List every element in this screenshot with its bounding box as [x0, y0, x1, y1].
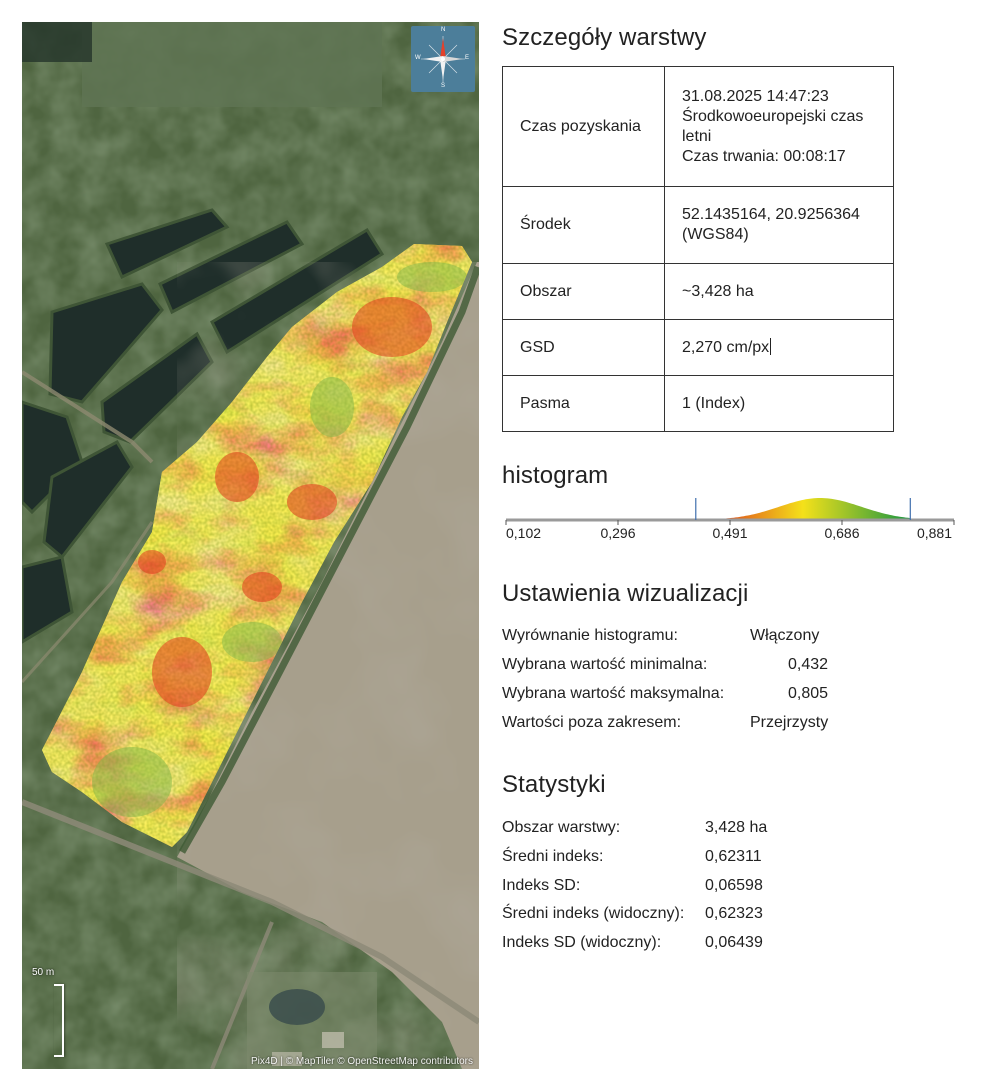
center-value: 52.1435164, 20.9256364 (WGS84) — [664, 186, 894, 264]
histogram-tick-label: 0,881 — [917, 525, 952, 541]
scale-label: 50 m — [32, 967, 55, 978]
index-sd-visible-label: Indeks SD (widoczny): — [502, 934, 662, 951]
histogram-layer: 0,102 0,296 0,491 0,686 0,881 — [505, 498, 955, 541]
histogram-title: histogram — [502, 462, 609, 489]
gsd-value-text: 2,270 cm/px — [682, 338, 770, 356]
text-cursor — [770, 337, 772, 355]
mean-index-visible-value: 0,62323 — [705, 905, 763, 922]
selected-max-label: Wybrana wartość maksymalna: — [502, 685, 725, 702]
index-sd-value: 0,06598 — [705, 877, 763, 894]
histogram-chart[interactable]: 0,102 0,296 0,491 0,686 0,881 — [504, 494, 956, 541]
selected-min-label: Wybrana wartość minimalna: — [502, 656, 708, 673]
histogram-distribution — [695, 498, 911, 520]
map-view[interactable]: N E S W 50 m Pix4D | © MapTiler © OpenSt… — [22, 22, 479, 1069]
acquisition-timezone: Środkowoeuropejski czas — [682, 107, 864, 125]
layer-details-title: Szczegóły warstwy — [502, 24, 707, 51]
map-credits[interactable]: Pix4D | © MapTiler © OpenStreetMap contr… — [250, 1056, 473, 1067]
table-row: GSD 2,270 cm/px — [502, 319, 894, 376]
center-datum: (WGS84) — [682, 226, 749, 243]
statistics-title: Statystyki — [502, 771, 606, 798]
layer-area-label: Obszar warstwy: — [502, 819, 621, 836]
layer-details-table: Czas pozyskania 31.08.2025 14:47:23 Środ… — [502, 66, 894, 432]
area-label: Obszar — [502, 263, 665, 320]
selected-max-value: 0,805 — [788, 685, 829, 702]
out-of-range-label: Wartości poza zakresem: — [502, 714, 682, 731]
mean-index-value: 0,62311 — [705, 848, 762, 865]
acquisition-timezone-cont: letni — [682, 127, 712, 145]
scale-bar — [54, 984, 64, 1057]
table-row: Środek 52.1435164, 20.9256364 (WGS84) — [502, 186, 894, 264]
satellite-map[interactable] — [22, 22, 479, 1069]
layer-details-panel: Szczegóły warstwy Czas pozyskania 31.08.… — [502, 24, 972, 951]
center-coordinates: 52.1435164, 20.9256364 — [682, 206, 860, 223]
gsd-label: GSD — [502, 319, 665, 376]
selected-min-value: 0,432 — [788, 656, 829, 673]
out-of-range-value: Przejrzysty — [750, 714, 829, 731]
area-value: ~3,428 ha — [664, 263, 894, 320]
mean-index-visible-label: Średni indeks (widoczny): — [502, 905, 685, 922]
acquisition-time-value: 31.08.2025 14:47:23 Środkowoeuropejski c… — [664, 66, 894, 187]
histogram-tick-label: 0,102 — [506, 525, 541, 541]
index-sd-label: Indeks SD: — [502, 877, 581, 894]
table-row: Pasma 1 (Index) — [502, 375, 894, 432]
acquisition-duration: Czas trwania: 00:08:17 — [682, 147, 846, 165]
mean-index-label: Średni indeks: — [502, 848, 604, 865]
bands-value: 1 (Index) — [664, 375, 894, 432]
compass-n-label: N — [441, 27, 446, 33]
bands-label: Pasma — [502, 375, 665, 432]
compass-e-label: E — [465, 55, 470, 61]
center-label: Środek — [502, 186, 665, 264]
histogram-tick-label: 0,686 — [824, 525, 859, 541]
layer-area-value: 3,428 ha — [705, 819, 768, 836]
compass-rose-icon — [421, 36, 465, 82]
compass-w-label: W — [415, 55, 421, 61]
compass-s-label: S — [441, 83, 446, 89]
acquisition-time-label: Czas pozyskania — [502, 66, 665, 187]
table-row: Czas pozyskania 31.08.2025 14:47:23 Środ… — [502, 66, 894, 187]
histogram-tick-label: 0,491 — [712, 525, 747, 541]
histogram-equalization-label: Wyrównanie histogramu: — [502, 627, 678, 644]
histogram-tick-label: 0,296 — [600, 525, 635, 541]
gsd-value[interactable]: 2,270 cm/px — [664, 319, 894, 376]
index-sd-visible-value: 0,06439 — [705, 934, 763, 951]
compass-rose[interactable]: N E S W — [411, 26, 475, 92]
table-row: Obszar ~3,428 ha — [502, 263, 894, 320]
acquisition-datetime: 31.08.2025 14:47:23 — [682, 87, 829, 105]
histogram-equalization-value: Włączony — [750, 627, 820, 644]
visualization-settings-title: Ustawienia wizualizacji — [502, 580, 749, 607]
